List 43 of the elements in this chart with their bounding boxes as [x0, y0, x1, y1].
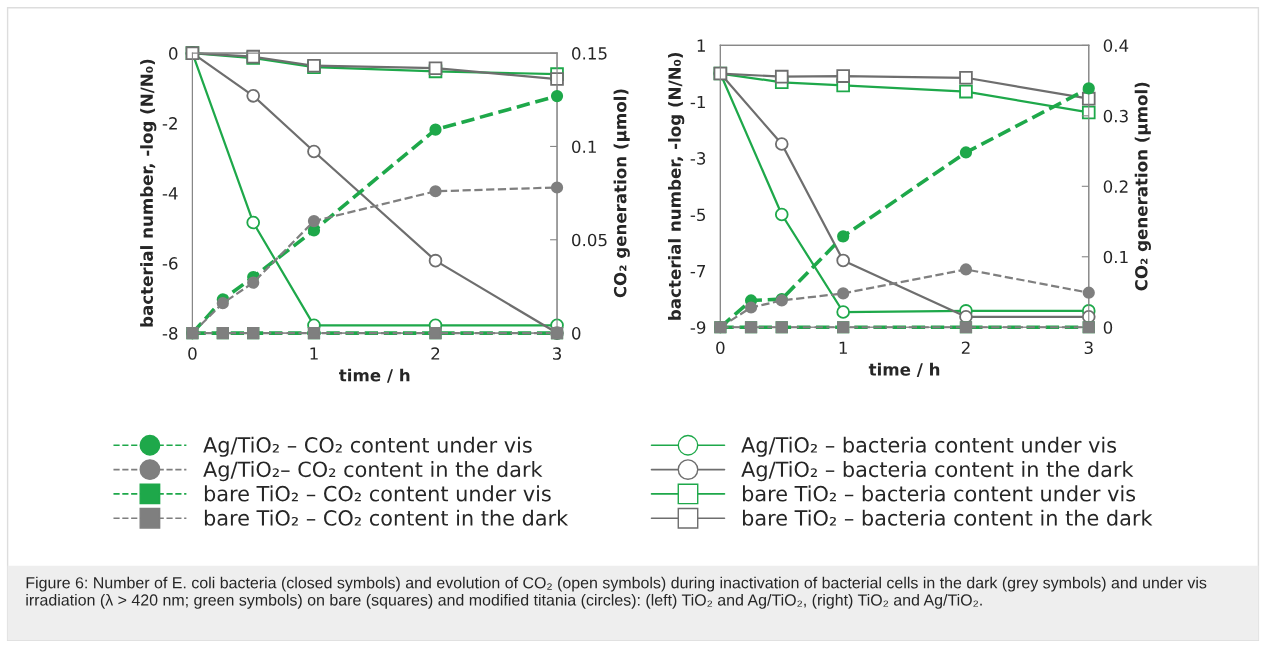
y-axis-title: bacterial number, -log (N/N₀)	[668, 52, 685, 320]
x-tick-label: 0	[188, 347, 197, 360]
y2-tick-label: 0	[1103, 321, 1113, 334]
legend-label: bare TiO₂ – bacteria content in the dark	[743, 509, 1153, 526]
y-tick-label: -3	[690, 152, 706, 165]
caption: Figure 6: Number of E. coli bacteria (closed symbols) and evolution of CO₂ (open symbols) during inactivation of bacterial cells in the dark (grey symbols) and under vis irradiation (λ > 420 nm; green symbols) on bare (squares) and modified titania (circles): (left) TiO₂ and Ag/TiO₂, (right) TiO₂ and Ag/TiO₂.	[26, 576, 1207, 609]
y-axis-title: bacterial number, -log (N/N₀)	[140, 59, 157, 327]
y-tick-label: -1	[690, 95, 705, 109]
x-axis-title: time / h	[339, 368, 410, 383]
y2-axis-title: CO₂ generation (µmol)	[613, 89, 630, 298]
legend-label: bare TiO₂ – CO₂ content under vis	[204, 485, 551, 502]
y-tick-label: -5	[690, 208, 706, 222]
y2-tick-label: 0	[572, 327, 581, 340]
x-tick-label: 3	[553, 347, 562, 360]
y2-tick-label: 0.3	[1103, 109, 1128, 123]
x-tick-label: 1	[839, 341, 847, 354]
x-axis-title: time / h	[868, 362, 940, 378]
y-tick-label: -8	[162, 327, 178, 340]
y-tick-label: 1	[697, 39, 705, 52]
y-tick-label: -9	[690, 321, 706, 334]
y2-tick-label: 0.1	[1103, 250, 1128, 264]
x-tick-label: 2	[431, 347, 440, 360]
y-tick-label: -4	[162, 187, 178, 200]
legend-label: bare TiO₂ – bacteria content under vis	[743, 485, 1136, 502]
y2-tick-label: 0.05	[572, 233, 607, 247]
x-tick-label: 3	[1084, 341, 1093, 355]
y-tick-label: -2	[162, 117, 177, 130]
y2-tick-label: 0.2	[1103, 180, 1128, 193]
legend-label: Ag/TiO₂– CO₂ content in the dark	[203, 461, 543, 482]
legend-label: Ag/TiO₂ – bacteria content in the dark	[741, 461, 1134, 482]
legend-label: Ag/TiO₂ – bacteria content under vis	[741, 436, 1117, 457]
legend-label: bare TiO₂ – CO₂ content in the dark	[204, 509, 569, 526]
x-tick-label: 1	[310, 347, 318, 360]
y2-tick-label: 0.15	[572, 47, 607, 60]
y2-axis-title: CO₂ generation (µmol)	[1134, 82, 1151, 291]
legend-label: Ag/TiO₂ – CO₂ content under vis	[203, 436, 532, 457]
y-tick-label: -7	[690, 265, 706, 278]
x-tick-label: 2	[961, 341, 970, 354]
y-tick-label: 0	[169, 47, 178, 60]
y2-tick-label: 0.4	[1103, 39, 1129, 52]
x-tick-label: 0	[716, 341, 725, 355]
y-tick-label: -6	[162, 257, 178, 270]
y2-tick-label: 0.1	[572, 140, 596, 154]
